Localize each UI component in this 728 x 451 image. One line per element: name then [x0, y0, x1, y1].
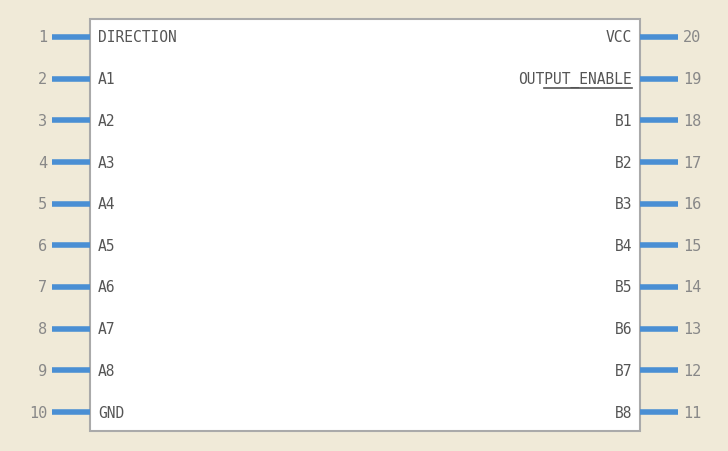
Text: 9: 9: [38, 363, 47, 378]
Text: B8: B8: [614, 405, 632, 419]
Text: 1: 1: [38, 30, 47, 46]
Text: 7: 7: [38, 280, 47, 295]
Text: DIRECTION: DIRECTION: [98, 30, 177, 46]
Text: B4: B4: [614, 238, 632, 253]
Bar: [90, 20, 640, 431]
Text: 8: 8: [38, 322, 47, 336]
Text: B7: B7: [614, 363, 632, 378]
Text: 6: 6: [38, 238, 47, 253]
Text: A2: A2: [98, 114, 116, 129]
Text: 14: 14: [683, 280, 701, 295]
Text: 15: 15: [683, 238, 701, 253]
Text: 19: 19: [683, 72, 701, 87]
Text: B2: B2: [614, 155, 632, 170]
Text: A7: A7: [98, 322, 116, 336]
Text: 10: 10: [28, 405, 47, 419]
Text: B3: B3: [614, 197, 632, 212]
Text: B6: B6: [614, 322, 632, 336]
Text: 16: 16: [683, 197, 701, 212]
Text: GND: GND: [98, 405, 124, 419]
Text: 4: 4: [38, 155, 47, 170]
Text: 18: 18: [683, 114, 701, 129]
Text: 2: 2: [38, 72, 47, 87]
Text: 5: 5: [38, 197, 47, 212]
Text: A1: A1: [98, 72, 116, 87]
Text: 3: 3: [38, 114, 47, 129]
Text: 13: 13: [683, 322, 701, 336]
Text: 17: 17: [683, 155, 701, 170]
Text: 11: 11: [683, 405, 701, 419]
Text: 20: 20: [683, 30, 701, 46]
Text: B1: B1: [614, 114, 632, 129]
Text: A8: A8: [98, 363, 116, 378]
Text: OUTPUT_ENABLE: OUTPUT_ENABLE: [518, 71, 632, 87]
Text: VCC: VCC: [606, 30, 632, 46]
Text: A4: A4: [98, 197, 116, 212]
Text: B5: B5: [614, 280, 632, 295]
Text: 12: 12: [683, 363, 701, 378]
Text: A6: A6: [98, 280, 116, 295]
Text: A3: A3: [98, 155, 116, 170]
Text: A5: A5: [98, 238, 116, 253]
